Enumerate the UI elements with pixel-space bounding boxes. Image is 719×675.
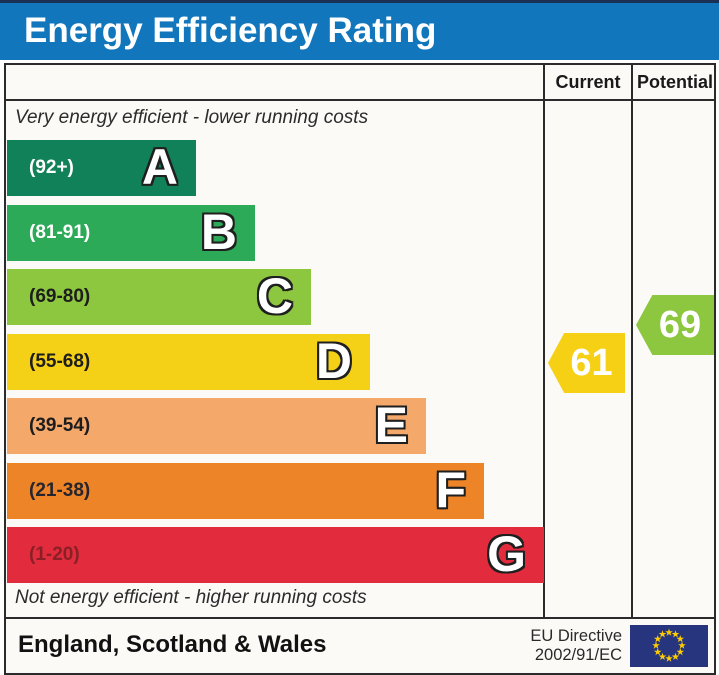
potential-column-divider <box>631 63 633 619</box>
band-row-B: (81-91) B <box>7 205 255 261</box>
current-column-divider <box>543 63 545 619</box>
eu-flag-icon <box>630 625 708 667</box>
band-range-label: (39-54) <box>29 415 91 436</box>
band-letter: C <box>256 268 293 324</box>
band-range-label: (21-38) <box>29 480 91 501</box>
band-range-label: (81-91) <box>29 222 91 243</box>
title-bar: Energy Efficiency Rating <box>0 0 719 60</box>
band-row-A: (92+) A <box>7 140 196 196</box>
eu-directive-line2: 2002/91/EC <box>534 646 622 664</box>
page-title: Energy Efficiency Rating <box>24 11 437 50</box>
band-letter: B <box>200 204 237 260</box>
band-letter: F <box>435 462 466 518</box>
note-very-efficient: Very energy efficient - lower running co… <box>15 107 369 128</box>
band-letter: D <box>315 333 352 389</box>
band-row-F: (21-38) F <box>7 463 484 519</box>
band-letter: E <box>374 397 408 453</box>
current-rating-marker: 61 <box>548 333 625 393</box>
current-column-header: Current <box>555 72 621 92</box>
eu-directive-line1: EU Directive <box>530 627 622 645</box>
band-range-label: (69-80) <box>29 286 91 307</box>
potential-rating-marker: 69 <box>636 295 714 355</box>
band-row-D: (55-68) D <box>7 334 370 390</box>
band-range-label: (1-20) <box>29 544 80 565</box>
band-range-label: (55-68) <box>29 351 91 372</box>
eu-directive-label: EU Directive 2002/91/EC <box>530 627 622 665</box>
band-row-G: (1-20) G <box>7 527 544 583</box>
band-letter: A <box>141 139 178 195</box>
potential-column-header: Potential <box>636 72 713 92</box>
region-label: England, Scotland & Wales <box>18 631 327 658</box>
header-row-divider <box>4 99 716 101</box>
note-not-efficient: Not energy efficient - higher running co… <box>15 587 367 608</box>
band-row-C: (69-80) C <box>7 269 311 325</box>
band-range-label: (92+) <box>29 157 74 178</box>
band-row-E: (39-54) E <box>7 398 426 454</box>
footer-bar: England, Scotland & Wales EU Directive 2… <box>4 617 716 675</box>
band-letter: G <box>487 526 526 582</box>
